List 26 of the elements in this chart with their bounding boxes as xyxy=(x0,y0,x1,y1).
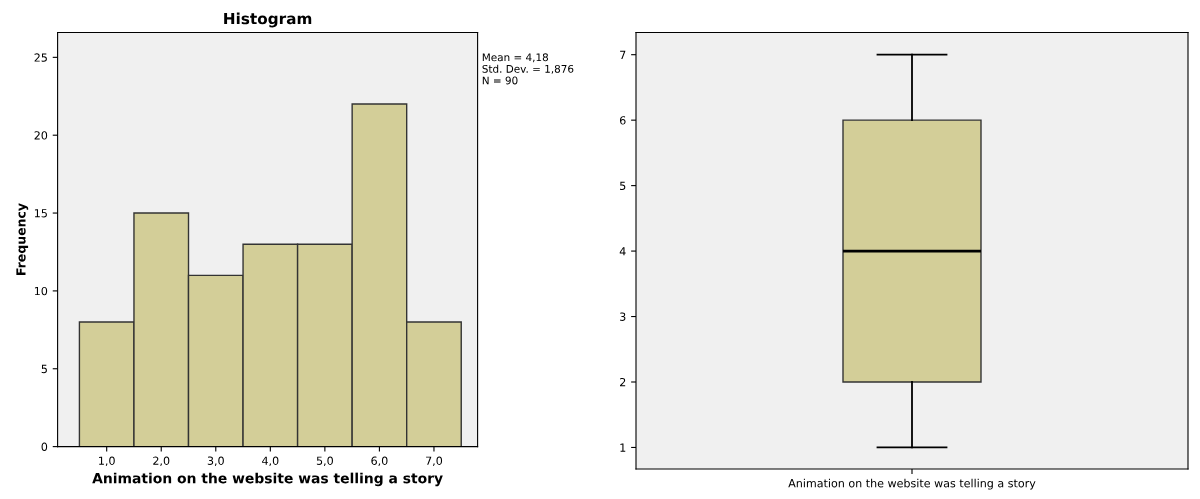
text: Std. Dev. = 1,876 xyxy=(482,64,574,74)
x-tick-label: 1,0 xyxy=(99,456,115,467)
y-tick-label: 15 xyxy=(34,209,47,218)
x-axis-title: Animation on the website was telling a story xyxy=(92,472,443,487)
y-tick-label: 10 xyxy=(34,286,48,296)
y-tick-label: 6 xyxy=(619,116,626,125)
y-tick-label: 5 xyxy=(41,364,47,374)
y-tick-label: 5 xyxy=(620,181,626,190)
chart-title: Histogram xyxy=(224,12,312,28)
x-tick-label: 5,0 xyxy=(316,456,333,467)
text: Mean = 4,18 xyxy=(482,53,549,63)
text: N = 90 xyxy=(482,76,518,85)
y-tick-label: 20 xyxy=(34,131,48,140)
y-tick-label: 1 xyxy=(620,443,626,452)
y-tick-label: 0 xyxy=(41,442,48,451)
x-tick-label: 6,0 xyxy=(371,456,388,467)
y-tick-label: 2 xyxy=(620,377,626,387)
y-tick-label: 4 xyxy=(619,247,626,256)
y-axis-title: Frequency xyxy=(16,203,29,275)
x-tick-label: 2,0 xyxy=(153,456,170,467)
x-tick-label: 3,0 xyxy=(207,456,224,467)
y-tick-label: 7 xyxy=(620,50,626,59)
y-tick-label: 3 xyxy=(620,312,626,321)
y-tick-label: 25 xyxy=(34,53,47,62)
x-tick-label: 7,0 xyxy=(426,456,443,467)
x-tick-label: 4,0 xyxy=(262,456,279,467)
